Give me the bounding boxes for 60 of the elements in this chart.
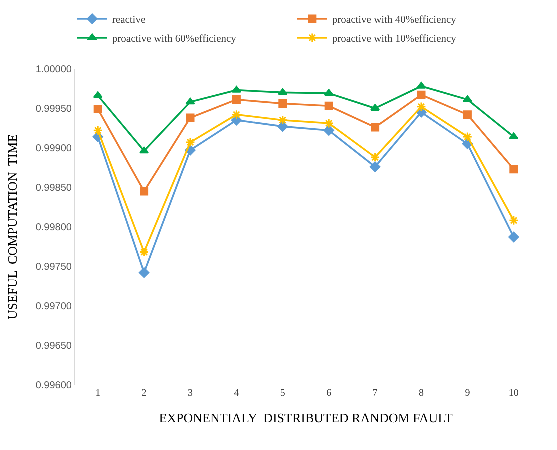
legend-label: proactive with 60%efficiency [112, 34, 238, 46]
point [232, 86, 242, 93]
x-tick-label: 9 [465, 388, 470, 399]
legend-label: proactive with 40%efficiency [332, 15, 458, 26]
point [232, 110, 242, 120]
y-tick-label: 1.00000 [36, 64, 72, 76]
x-tick-label: 1 [96, 388, 101, 399]
point [186, 138, 196, 148]
y-tick-label: 0.99950 [36, 104, 72, 115]
point [463, 110, 472, 120]
point [509, 132, 519, 140]
y-tick-label: 0.99650 [36, 341, 72, 352]
point [508, 232, 520, 243]
point [508, 216, 519, 226]
point [324, 89, 334, 96]
point [370, 162, 381, 172]
x-tick-label: 3 [188, 388, 193, 399]
y-tick-label: 0.99600 [36, 380, 72, 392]
point [140, 146, 150, 154]
point [93, 126, 104, 136]
point [416, 102, 426, 112]
point [462, 96, 472, 102]
x-tick-label: 2 [142, 388, 147, 399]
point [278, 88, 288, 96]
point [324, 102, 334, 110]
point [232, 96, 241, 104]
point [371, 123, 380, 132]
legend-label: reactive [112, 15, 146, 26]
y-tick-label: 0.99750 [36, 262, 72, 273]
x-axis-title: EXPONENTIALY DISTRIBUTED RANDOM FAULT [159, 410, 453, 426]
legend-label: proactive with 10%efficiency [332, 34, 458, 46]
y-tick-label: 0.99900 [36, 144, 72, 154]
point [324, 125, 334, 136]
point [510, 165, 518, 174]
point [139, 268, 150, 278]
point [93, 92, 103, 98]
point [462, 132, 473, 142]
point [370, 104, 380, 111]
x-tick-label: 4 [234, 388, 240, 399]
x-tick-label: 10 [508, 388, 519, 399]
point [370, 152, 380, 162]
y-tick-label: 0.99850 [36, 183, 72, 194]
point [324, 118, 334, 128]
point [278, 115, 288, 126]
point [186, 98, 196, 105]
y-axis-title: USEFUL COMPUTATION TIME [4, 134, 20, 320]
y-tick-label: 0.99800 [36, 222, 72, 234]
point [416, 82, 426, 89]
point [278, 100, 288, 108]
point [417, 90, 426, 100]
y-tick-label: 0.99700 [36, 302, 72, 312]
x-tick-label: 6 [326, 388, 332, 399]
point [278, 121, 288, 132]
point [139, 247, 150, 258]
x-tick-label: 8 [419, 388, 424, 399]
x-tick-label: 7 [372, 388, 378, 399]
point [140, 187, 149, 196]
x-tick-label: 5 [280, 388, 286, 399]
point [186, 114, 195, 122]
point [94, 105, 102, 114]
